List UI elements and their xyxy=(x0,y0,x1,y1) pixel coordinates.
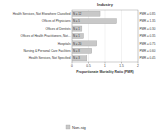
plot-frame xyxy=(72,10,138,62)
data-label: PMR = 0.35 xyxy=(140,34,156,38)
n-label: N = 12 xyxy=(73,12,82,16)
title: Industry xyxy=(97,2,114,7)
category-label: Offices of Physicians xyxy=(42,19,71,23)
grid-line xyxy=(121,10,122,62)
data-label: PMR = 0.30 xyxy=(140,27,156,31)
chart: Industry 0 0.5 1 1.5 2 Health Services, Not El… xyxy=(0,0,162,135)
data-label: PMR = 0.75 xyxy=(140,42,156,46)
bar xyxy=(72,48,92,53)
category-label: Offices of Health Practitioners, Not... xyxy=(21,34,71,38)
category-label: Hospitals xyxy=(58,42,71,46)
bar xyxy=(72,11,100,16)
n-label: N = 20 xyxy=(73,42,82,46)
legend-swatch xyxy=(66,125,70,129)
tick-label: 1.5 xyxy=(119,64,124,68)
bar xyxy=(72,26,82,31)
n-label: N = 3 xyxy=(73,56,80,60)
data-label: PMR = 0.60 xyxy=(140,49,156,53)
data-label: PMR = 0.45 xyxy=(140,56,156,60)
legend-label: Non-sig xyxy=(72,125,86,130)
n-label: N = 1 xyxy=(73,34,80,38)
n-label: N = 8 xyxy=(73,49,80,53)
category-label: Nursing & Personal Care Facilities xyxy=(23,49,71,53)
category-label: Health Services, Not Elsewhere Classifie… xyxy=(13,12,71,16)
tick-label: 0 xyxy=(71,64,73,68)
category-label: Offices of Dentists xyxy=(45,27,70,31)
tick-label: 2 xyxy=(137,64,139,68)
data-label: PMR = 1.35 xyxy=(140,19,156,23)
category-label: Health Services, Not Specified xyxy=(29,56,71,60)
n-label: N = 5 xyxy=(73,19,80,23)
data-label: PMR = 0.85 xyxy=(140,12,156,16)
tick-label: 1 xyxy=(104,64,106,68)
x-axis-title: Proportionate Mortality Ratio (PMR) xyxy=(76,70,133,74)
tick-label: 0.5 xyxy=(86,64,91,68)
bar xyxy=(72,56,87,61)
bars xyxy=(72,11,117,61)
grid-line xyxy=(105,10,106,62)
bar xyxy=(72,33,84,38)
bar xyxy=(72,41,97,46)
n-label: N = 1 xyxy=(73,27,80,31)
bar xyxy=(72,19,117,24)
grid-line xyxy=(88,10,89,62)
